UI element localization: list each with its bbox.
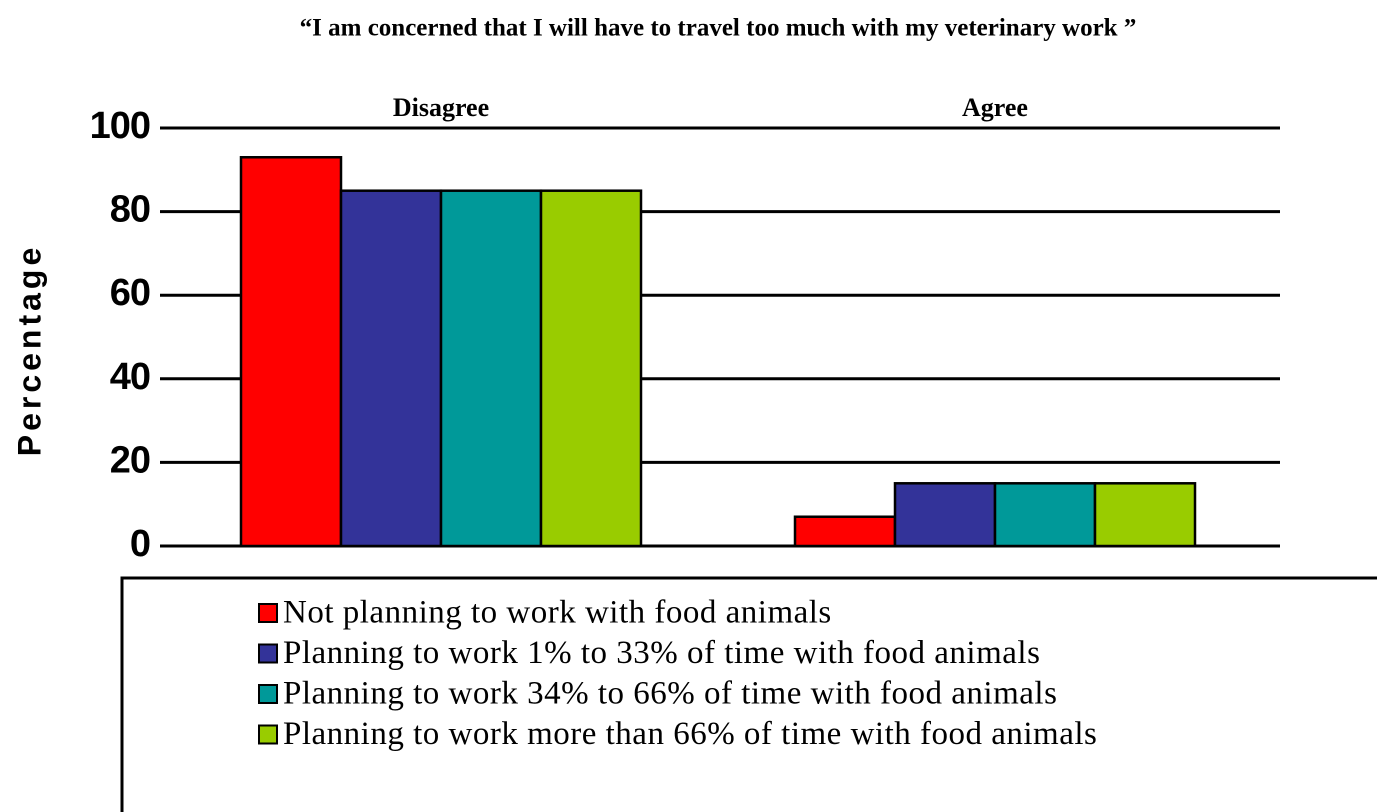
y-tick-label: 20 — [110, 439, 150, 481]
category-label: Agree — [962, 93, 1028, 122]
legend-swatch — [258, 724, 278, 745]
y-tick-label: 100 — [90, 105, 150, 147]
legend-label: Planning to work 34% to 66% of time with… — [283, 676, 1057, 712]
bar — [893, 482, 997, 548]
legend-label: Not planning to work with food animals — [283, 595, 832, 631]
y-axis-label: Percentage — [11, 244, 47, 457]
bar — [993, 482, 1097, 548]
category-label: Disagree — [393, 93, 489, 122]
y-tick-label: 80 — [110, 189, 150, 231]
y-tick-label: 40 — [110, 356, 150, 398]
bar — [239, 156, 343, 548]
bar — [1093, 482, 1197, 548]
y-tick-label: 0 — [130, 523, 150, 565]
legend-swatch — [258, 603, 278, 623]
legend-label: Planning to work 1% to 33% of time with … — [283, 635, 1040, 671]
legend-swatch — [258, 643, 278, 664]
chart-title: “I am concerned that I will have to trav… — [300, 15, 1137, 42]
legend-box — [120, 576, 1377, 812]
bar — [793, 515, 897, 548]
bar — [339, 189, 443, 548]
bar — [439, 189, 543, 548]
bar — [539, 189, 643, 548]
y-tick-label: 60 — [110, 272, 150, 314]
legend-swatch — [258, 684, 278, 704]
legend-label: Planning to work more than 66% of time w… — [283, 716, 1097, 752]
